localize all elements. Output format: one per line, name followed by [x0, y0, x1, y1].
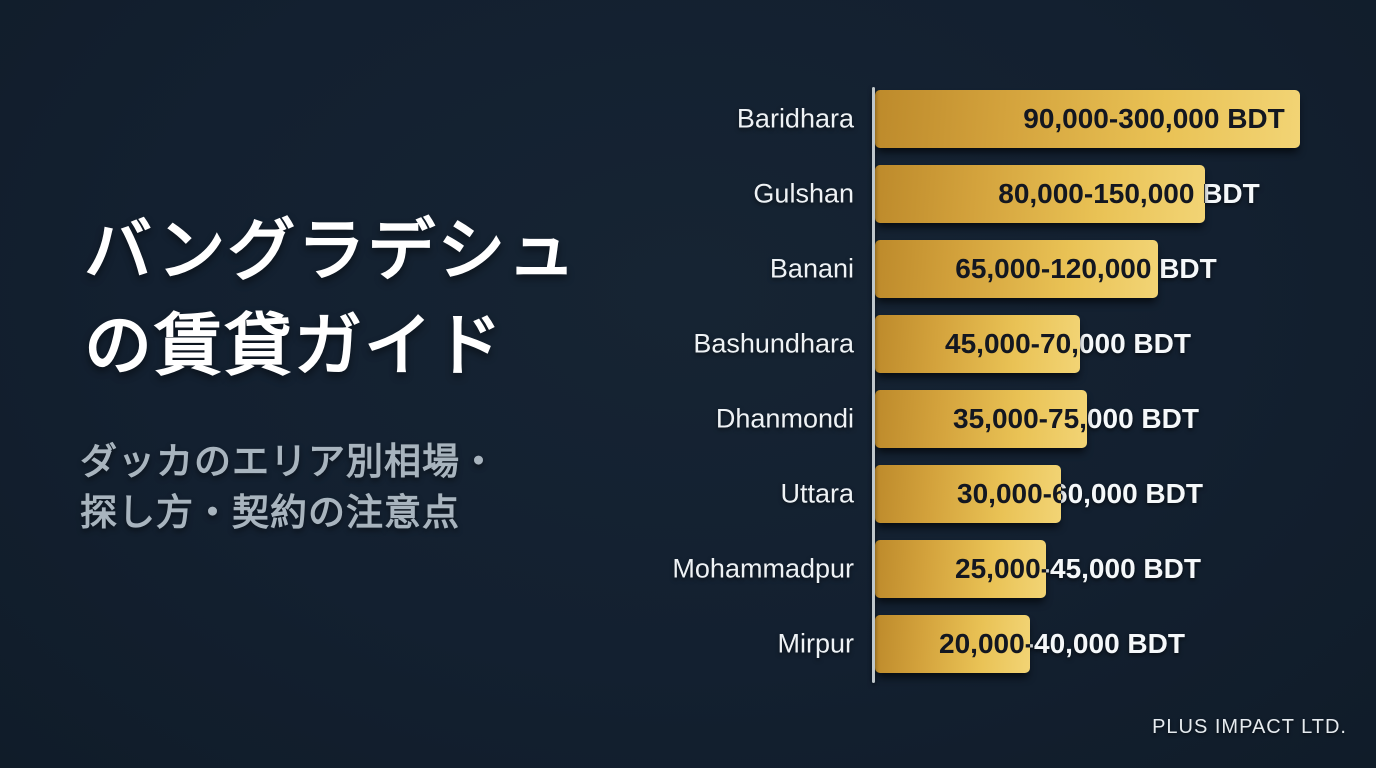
chart-row: Mirpur 20,000-40,000 BDT 20,000-40,000 B…: [777, 615, 1325, 673]
bar: 20,000-40,000 BDT: [875, 615, 1030, 673]
chart-row: Banani 65,000-120,000 BDT 65,000-120,000…: [770, 240, 1325, 298]
title-line-1: バングラデシュ: [84, 213, 578, 289]
brand-footer: PLUS IMPACT LTD.: [1152, 716, 1347, 738]
page-subtitle: ダッカのエリア別相場・ 探し方・契約の注意点: [80, 436, 498, 538]
chart-row: Mohammadpur 25,000-45,000 BDT 25,000-45,…: [672, 540, 1325, 598]
value-label-on-bar: 45,000-70,000 BDT: [945, 328, 1080, 359]
bar-track: 45,000-70,000 BDT 45,000-70,000 BDT: [875, 315, 1325, 373]
subtitle-line-2: 探し方・契約の注意点: [80, 492, 460, 533]
category-label: Mohammadpur: [672, 553, 854, 584]
value-label-on-bar: 65,000-120,000 BDT: [955, 253, 1158, 284]
bar-track: 65,000-120,000 BDT 65,000-120,000 BDT: [875, 240, 1325, 298]
value-label-on-bar: 30,000-60,000 BDT: [957, 478, 1061, 509]
bar-track: 25,000-45,000 BDT 25,000-45,000 BDT: [875, 540, 1325, 598]
chart-row: Gulshan 80,000-150,000 BDT 80,000-150,00…: [753, 165, 1325, 223]
bar-track: 35,000-75,000 BDT 35,000-75,000 BDT: [875, 390, 1325, 448]
value-label-on-bar: 80,000-150,000 BDT: [998, 178, 1205, 209]
value-label-on-bar: 20,000-40,000 BDT: [939, 628, 1030, 659]
bar: 90,000-300,000 BDT: [875, 90, 1300, 148]
value-label-on-bar: 90,000-300,000 BDT: [1023, 103, 1285, 134]
category-label: Baridhara: [736, 103, 854, 134]
category-label: Bashundhara: [693, 328, 854, 359]
bar-track: 30,000-60,000 BDT 30,000-60,000 BDT: [875, 465, 1325, 523]
bar-track: 80,000-150,000 BDT 80,000-150,000 BDT: [875, 165, 1325, 223]
bar-track: 20,000-40,000 BDT 20,000-40,000 BDT: [875, 615, 1325, 673]
bar: 25,000-45,000 BDT: [875, 540, 1046, 598]
category-label: Uttara: [780, 478, 854, 509]
subtitle-line-1: ダッカのエリア別相場・: [80, 441, 498, 482]
category-label: Dhanmondi: [715, 403, 854, 434]
chart-row: Uttara 30,000-60,000 BDT 30,000-60,000 B…: [780, 465, 1325, 523]
bar-track: 90,000-300,000 BDT 90,000-300,000 BDT: [875, 90, 1325, 148]
title-line-2: の賃貸ガイド: [84, 308, 505, 384]
category-label: Mirpur: [777, 628, 854, 659]
y-axis-line: [872, 87, 875, 683]
bar: 35,000-75,000 BDT: [875, 390, 1087, 448]
bar: 30,000-60,000 BDT: [875, 465, 1061, 523]
bar: 45,000-70,000 BDT: [875, 315, 1080, 373]
value-label-on-bar: 35,000-75,000 BDT: [953, 403, 1087, 434]
category-label: Banani: [769, 253, 854, 284]
chart-row: Bashundhara 45,000-70,000 BDT 45,000-70,…: [693, 315, 1325, 373]
page-title: バングラデシュ の賃貸ガイド: [84, 204, 577, 394]
bar: 65,000-120,000 BDT: [875, 240, 1158, 298]
chart-row: Dhanmondi 35,000-75,000 BDT 35,000-75,00…: [716, 390, 1325, 448]
category-label: Gulshan: [753, 178, 854, 209]
rent-range-bar-chart: Baridhara 90,000-300,000 BDT 90,000-300,…: [672, 87, 1325, 685]
value-label-on-bar: 25,000-45,000 BDT: [955, 553, 1046, 584]
chart-row: Baridhara 90,000-300,000 BDT 90,000-300,…: [737, 90, 1325, 148]
bar: 80,000-150,000 BDT: [875, 165, 1205, 223]
